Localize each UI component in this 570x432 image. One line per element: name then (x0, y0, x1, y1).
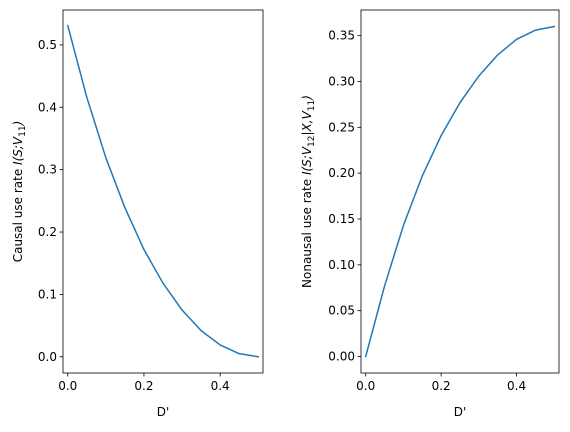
y-tick-label: 0.20 (328, 166, 355, 180)
x-tick-label: 0.0 (58, 379, 77, 393)
plot-frame (360, 9, 560, 374)
x-tick-label: 0.2 (432, 379, 451, 393)
x-tick-label: 0.2 (134, 379, 153, 393)
y-axis-label: Nonausal use rate I(S;V12​|X,V11​) (300, 95, 317, 288)
x-tick-label: 0.0 (356, 379, 375, 393)
y-tick-label: 0.10 (328, 258, 355, 272)
y-tick-label: 0.05 (328, 304, 355, 318)
y-tick-label: 0.35 (328, 29, 355, 43)
plot-frame (62, 9, 264, 374)
y-tick-label: 0.15 (328, 212, 355, 226)
y-tick-label: 0.0 (38, 350, 57, 364)
y-tick-label: 0.4 (38, 100, 57, 114)
y-axis-label: Causal use rate I(S;V11​) (11, 121, 28, 263)
y-tick-label: 0.1 (38, 287, 57, 301)
series-line (66, 24, 260, 358)
x-tick-label: 0.4 (211, 379, 230, 393)
x-tick-label: 0.4 (507, 379, 526, 393)
x-axis-label: D' (157, 405, 170, 419)
left-chart-panel: 0.0 0.2 0.4 0.0 0.1 0.2 0.3 0.4 0.5 D' Causal use … (11, 9, 264, 419)
right-chart-panel: 0.0 0.2 0.4 0.00 0.05 0.10 0.15 0.20 0.25 0.30 0.3… (300, 9, 560, 419)
y-tick-label: 0.2 (38, 225, 57, 239)
y-tick-label: 0.3 (38, 163, 57, 177)
y-tick-label: 0.30 (328, 75, 355, 89)
y-tick-label: 0.00 (328, 350, 355, 364)
x-axis-label: D' (454, 405, 467, 419)
series-line (364, 25, 556, 358)
y-tick-label: 0.25 (328, 120, 355, 134)
y-tick-label: 0.5 (38, 38, 57, 52)
